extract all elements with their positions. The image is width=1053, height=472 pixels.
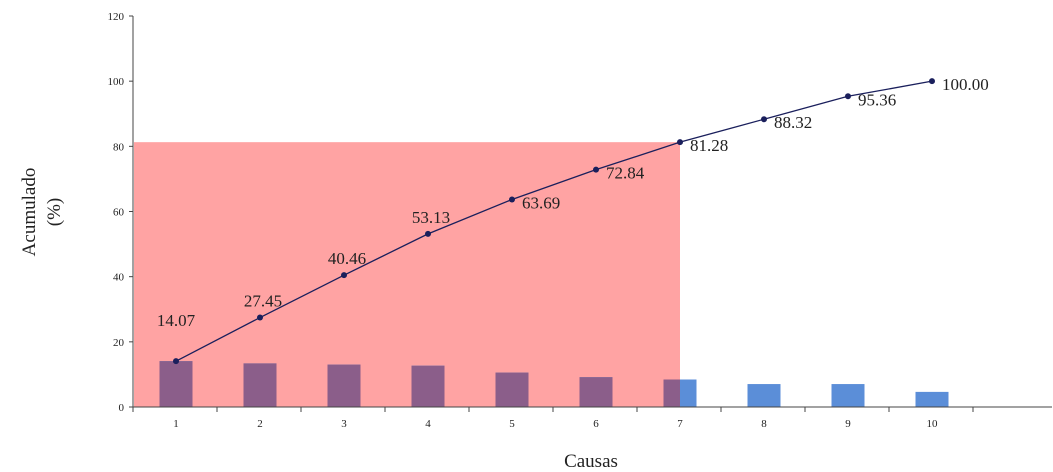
bar-cause-9 [831,384,865,407]
cumulative-label-5: 63.69 [522,193,560,212]
bar-cause-7-highlight [663,379,680,407]
y-tick-label: 20 [113,337,125,349]
y-axis-title-line2: (%) [44,198,65,226]
bar-cause-3-highlight [327,364,361,407]
x-tick-label: 7 [677,418,683,430]
cumulative-point-7 [677,139,683,146]
cumulative-label-1: 14.07 [157,311,196,330]
y-tick-label: 120 [108,11,125,23]
y-tick-label: 60 [113,207,125,219]
cumulative-label-10: 100.00 [942,75,989,94]
x-tick-label: 9 [845,418,851,430]
x-tick-label: 6 [593,418,599,430]
bar-cause-6-highlight [579,377,613,407]
x-axis-title: Causas [564,451,618,472]
y-tick-label: 40 [113,272,125,284]
pareto-highlight-region [134,142,680,408]
cumulative-point-10 [929,78,935,85]
cumulative-label-3: 40.46 [328,249,366,268]
cumulative-label-2: 27.45 [244,292,282,311]
bar-cause-4-highlight [411,365,445,407]
x-tick-label: 5 [509,418,515,430]
bar-cause-10 [915,391,949,407]
y-tick-label: 100 [108,76,125,88]
cumulative-point-5 [509,196,515,203]
bar-cause-2-highlight [243,363,277,407]
cumulative-label-6: 72.84 [606,164,645,183]
cumulative-point-9 [845,93,851,100]
cumulative-point-2 [257,314,263,321]
cumulative-point-1 [173,358,179,365]
bar-cause-1-highlight [159,361,193,407]
cumulative-label-9: 95.36 [858,90,896,109]
cumulative-point-8 [761,116,767,123]
y-tick-label: 80 [113,141,125,153]
y-axis-title-line1: Acumulado [19,168,40,257]
cumulative-label-8: 88.32 [774,113,812,132]
x-tick-label: 8 [761,418,767,430]
cumulative-point-4 [425,230,431,237]
cumulative-point-6 [593,166,599,173]
x-tick-label: 10 [927,418,939,430]
cumulative-label-7: 81.28 [690,136,728,155]
y-tick-label: 0 [119,402,125,414]
cumulative-line [175,80,933,362]
x-tick-label: 2 [257,418,263,430]
bar-cause-8 [747,384,781,407]
bar-cause-5-highlight [495,372,529,407]
cumulative-point-3 [341,272,347,279]
cumulative-label-4: 53.13 [412,208,450,227]
x-tick-label: 1 [173,418,179,430]
x-tick-label: 3 [341,418,347,430]
x-tick-label: 4 [425,418,431,430]
